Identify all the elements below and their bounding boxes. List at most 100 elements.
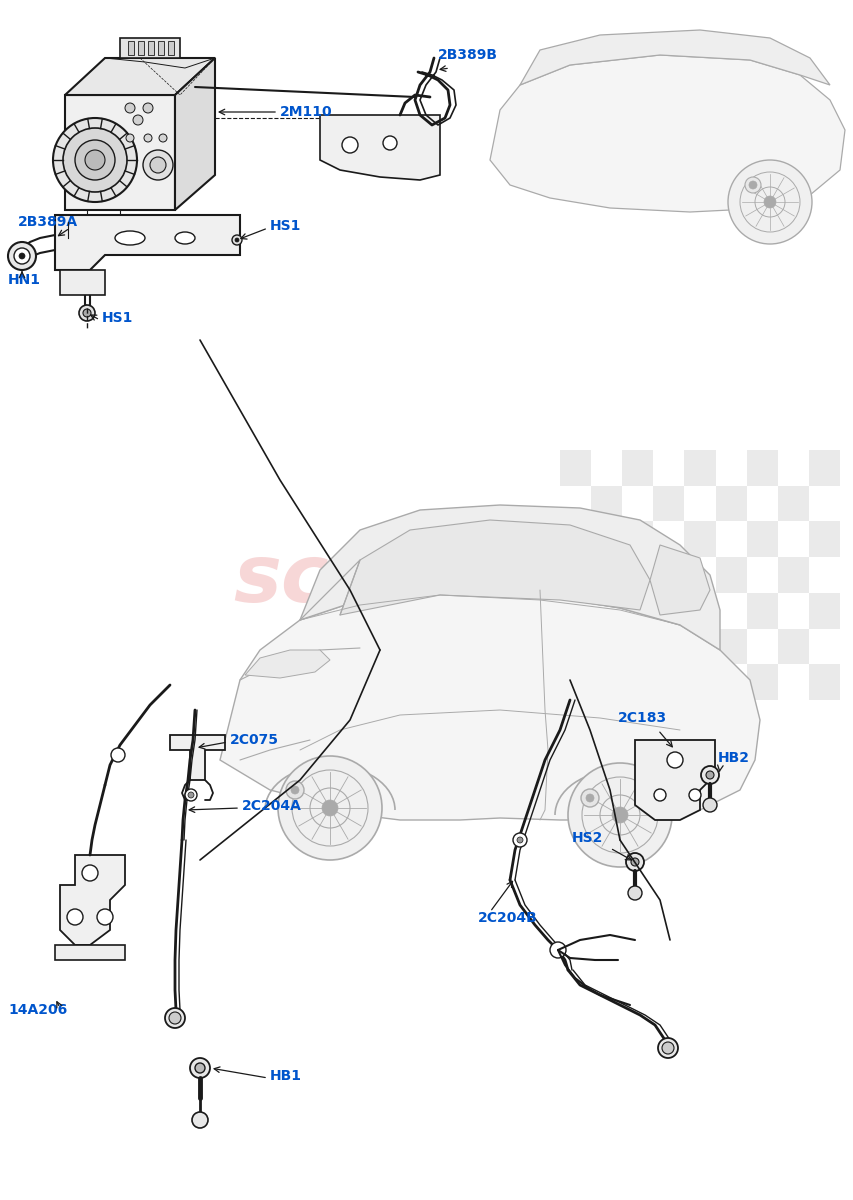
Circle shape: [291, 786, 299, 794]
Circle shape: [657, 1038, 677, 1058]
Bar: [622, 450, 653, 486]
Circle shape: [653, 790, 665, 802]
Circle shape: [341, 137, 357, 152]
Circle shape: [382, 136, 397, 150]
Polygon shape: [339, 520, 649, 614]
Circle shape: [19, 253, 25, 259]
Circle shape: [744, 176, 760, 193]
Polygon shape: [55, 215, 240, 270]
Circle shape: [763, 196, 775, 208]
Circle shape: [97, 910, 113, 925]
Circle shape: [516, 838, 522, 842]
Bar: [683, 522, 715, 557]
Bar: [622, 593, 653, 629]
Bar: [560, 665, 590, 700]
Bar: [128, 41, 134, 55]
Bar: [560, 522, 590, 557]
Text: HS1: HS1: [102, 311, 133, 325]
Polygon shape: [635, 740, 714, 820]
Polygon shape: [170, 734, 224, 780]
Bar: [683, 593, 715, 629]
Circle shape: [567, 763, 671, 866]
Circle shape: [79, 305, 95, 320]
Circle shape: [700, 766, 718, 784]
Bar: [560, 450, 590, 486]
Bar: [715, 486, 746, 522]
Circle shape: [322, 800, 338, 816]
Bar: [746, 450, 777, 486]
Bar: [590, 629, 622, 665]
Bar: [808, 665, 839, 700]
Text: scuderia: scuderia: [233, 541, 620, 619]
Text: 2M110: 2M110: [280, 104, 332, 119]
Circle shape: [111, 748, 125, 762]
Text: HS1: HS1: [270, 218, 301, 233]
Circle shape: [585, 794, 594, 802]
Polygon shape: [60, 270, 105, 295]
Circle shape: [63, 128, 127, 192]
Circle shape: [126, 134, 134, 142]
Polygon shape: [65, 58, 215, 95]
Circle shape: [83, 308, 91, 317]
Circle shape: [688, 790, 700, 802]
Circle shape: [165, 1008, 185, 1028]
Bar: [622, 665, 653, 700]
Ellipse shape: [115, 230, 145, 245]
Bar: [808, 450, 839, 486]
Polygon shape: [220, 590, 759, 820]
Text: c a r  p a r t s: c a r p a r t s: [305, 616, 435, 635]
Bar: [683, 665, 715, 700]
Polygon shape: [519, 30, 829, 85]
Bar: [777, 486, 808, 522]
Text: 2C183: 2C183: [618, 710, 666, 725]
Polygon shape: [65, 95, 175, 210]
Bar: [138, 41, 144, 55]
Circle shape: [748, 181, 756, 188]
Text: HS2: HS2: [572, 830, 603, 845]
Circle shape: [727, 160, 811, 244]
Circle shape: [627, 886, 641, 900]
Circle shape: [53, 118, 136, 202]
Bar: [560, 593, 590, 629]
Polygon shape: [490, 55, 844, 212]
Bar: [653, 557, 683, 593]
Bar: [715, 629, 746, 665]
Text: 2B389A: 2B389A: [18, 215, 78, 229]
Circle shape: [702, 798, 717, 812]
Circle shape: [192, 1112, 208, 1128]
Circle shape: [513, 833, 526, 847]
Circle shape: [142, 150, 173, 180]
Bar: [653, 629, 683, 665]
Bar: [590, 486, 622, 522]
Circle shape: [549, 942, 566, 958]
Text: 2C204B: 2C204B: [478, 911, 537, 925]
Bar: [808, 593, 839, 629]
Circle shape: [142, 103, 153, 113]
Circle shape: [235, 238, 239, 242]
Text: HB1: HB1: [270, 1069, 302, 1082]
Circle shape: [625, 853, 643, 871]
Text: 2B389B: 2B389B: [438, 48, 497, 62]
Circle shape: [705, 770, 713, 779]
Circle shape: [612, 806, 627, 823]
Bar: [808, 522, 839, 557]
Bar: [622, 522, 653, 557]
Circle shape: [278, 756, 381, 860]
Circle shape: [144, 134, 152, 142]
Circle shape: [188, 792, 194, 798]
Circle shape: [580, 790, 598, 806]
Polygon shape: [55, 946, 125, 960]
Circle shape: [125, 103, 135, 113]
Bar: [746, 522, 777, 557]
Circle shape: [661, 1042, 673, 1054]
Bar: [590, 557, 622, 593]
Circle shape: [8, 242, 36, 270]
Bar: [746, 593, 777, 629]
Bar: [168, 41, 174, 55]
Circle shape: [169, 1012, 181, 1024]
Polygon shape: [299, 505, 719, 650]
Circle shape: [85, 150, 105, 170]
Circle shape: [630, 858, 638, 866]
Circle shape: [194, 1063, 205, 1073]
Circle shape: [189, 1058, 210, 1078]
